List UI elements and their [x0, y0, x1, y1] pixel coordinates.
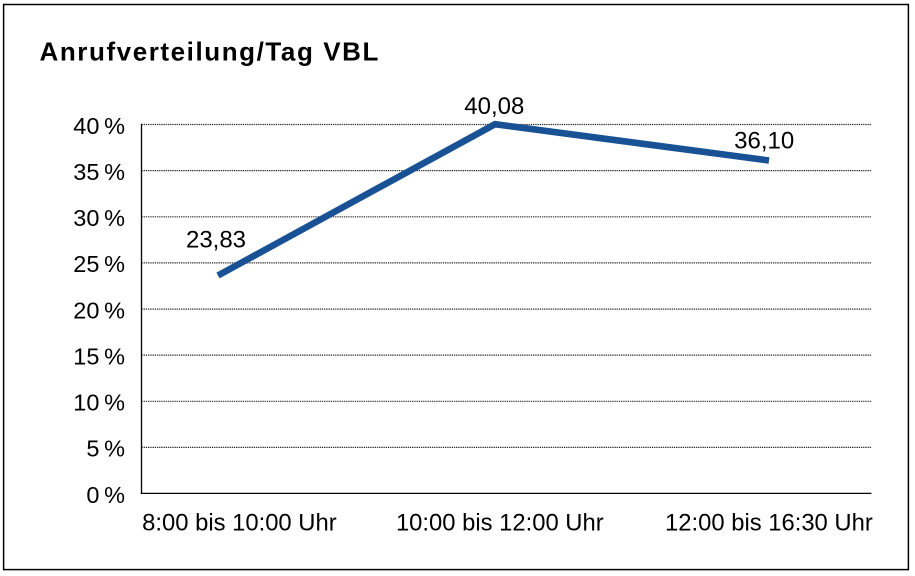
svg-text:0 %: 0 % [86, 482, 125, 508]
svg-text:20 %: 20 % [73, 297, 125, 323]
svg-text:25 %: 25 % [73, 251, 125, 277]
svg-text:40,08: 40,08 [464, 93, 524, 120]
svg-text:10:00 bis 12:00 Uhr: 10:00 bis 12:00 Uhr [396, 510, 604, 537]
svg-text:36,10: 36,10 [734, 127, 794, 154]
svg-text:35 %: 35 % [73, 159, 125, 185]
svg-text:5 %: 5 % [86, 436, 125, 462]
svg-text:23,83: 23,83 [186, 226, 246, 253]
svg-text:8:00 bis 10:00 Uhr: 8:00 bis 10:00 Uhr [142, 510, 337, 537]
svg-text:30 %: 30 % [73, 205, 125, 231]
svg-text:Anrufverteilung/Tag VBL: Anrufverteilung/Tag VBL [40, 36, 380, 66]
svg-text:12:00 bis 16:30 Uhr: 12:00 bis 16:30 Uhr [665, 510, 873, 537]
svg-text:10 %: 10 % [73, 390, 125, 416]
svg-text:15 %: 15 % [73, 343, 125, 369]
svg-text:40 %: 40 % [73, 113, 125, 139]
